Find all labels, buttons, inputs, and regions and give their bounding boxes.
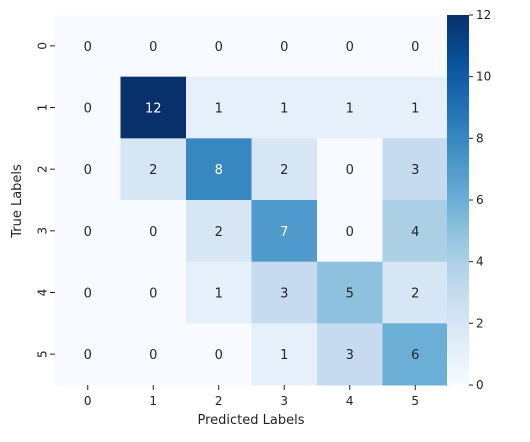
cell-value-label: 2 (215, 225, 223, 240)
colorbar-tick-label: 6 (476, 193, 484, 207)
x-tick-label: 1 (149, 394, 157, 408)
cell-value-label: 3 (346, 348, 354, 363)
cell-value-label: 1 (411, 102, 419, 117)
cell-value-label: 0 (84, 163, 92, 178)
cell-value-label: 0 (84, 102, 92, 117)
cell-value-label: 4 (411, 225, 419, 240)
cell-value-label: 0 (215, 40, 223, 55)
cell-value-label: 6 (411, 348, 419, 363)
cell-value-label: 12 (145, 102, 162, 117)
x-axis-title: Predicted Labels (197, 413, 304, 428)
cell-value-label: 0 (346, 225, 354, 240)
cell-value-label: 7 (280, 225, 288, 240)
cell-value-label: 3 (280, 287, 288, 302)
cell-value-label: 0 (346, 40, 354, 55)
cell-value-label: 0 (149, 287, 157, 302)
cell-value-label: 2 (411, 287, 419, 302)
y-tick-label: 3 (36, 227, 50, 235)
cell-value-label: 3 (411, 163, 419, 178)
y-tick-label: 2 (36, 165, 50, 173)
colorbar-tick-label: 4 (476, 255, 484, 269)
x-tick-label: 0 (84, 394, 92, 408)
heatmap-cells (55, 15, 449, 386)
cell-value-label: 1 (215, 287, 223, 302)
y-tick-label: 0 (36, 42, 50, 50)
y-axis: 0 1 2 3 4 5 (36, 42, 56, 358)
cell-value-label: 1 (215, 102, 223, 117)
cell-value-label: 0 (149, 348, 157, 363)
cell-value-label: 0 (280, 40, 288, 55)
cell-value-label: 0 (149, 225, 157, 240)
cell-value-label: 1 (280, 102, 288, 117)
y-tick-label: 4 (36, 289, 50, 297)
cell-value-label: 0 (84, 40, 92, 55)
colorbar-tick-label: 12 (476, 8, 491, 22)
y-axis-title: True Labels (10, 164, 25, 239)
colorbar-tick-label: 0 (476, 378, 484, 392)
colorbar-tick-label: 8 (476, 131, 484, 145)
cell-value-label: 5 (346, 287, 354, 302)
cell-value-label: 2 (149, 163, 157, 178)
y-tick-label: 1 (36, 104, 50, 112)
x-tick-label: 2 (215, 394, 223, 408)
cell-value-label: 0 (84, 287, 92, 302)
colorbar: 0 2 4 6 8 10 12 (447, 8, 491, 392)
cell-value-label: 0 (149, 40, 157, 55)
cell-value-label: 2 (280, 163, 288, 178)
cell-value-label: 0 (84, 348, 92, 363)
cell-value-label: 0 (215, 348, 223, 363)
y-tick-label: 5 (36, 350, 50, 358)
cell-value-label: 0 (411, 40, 419, 55)
x-tick-label: 3 (280, 394, 288, 408)
colorbar-gradient (447, 15, 469, 385)
x-tick-label: 4 (346, 394, 354, 408)
cell-value-label: 1 (280, 348, 288, 363)
cell-value-label: 8 (215, 163, 223, 178)
cell-value-label: 1 (346, 102, 354, 117)
x-axis: 0 1 2 3 4 5 (84, 385, 419, 408)
colorbar-tick-label: 10 (476, 70, 491, 84)
x-tick-label: 5 (411, 394, 419, 408)
cell-value-label: 0 (84, 225, 92, 240)
colorbar-tick-label: 2 (476, 316, 484, 330)
cell-value-label: 0 (346, 163, 354, 178)
